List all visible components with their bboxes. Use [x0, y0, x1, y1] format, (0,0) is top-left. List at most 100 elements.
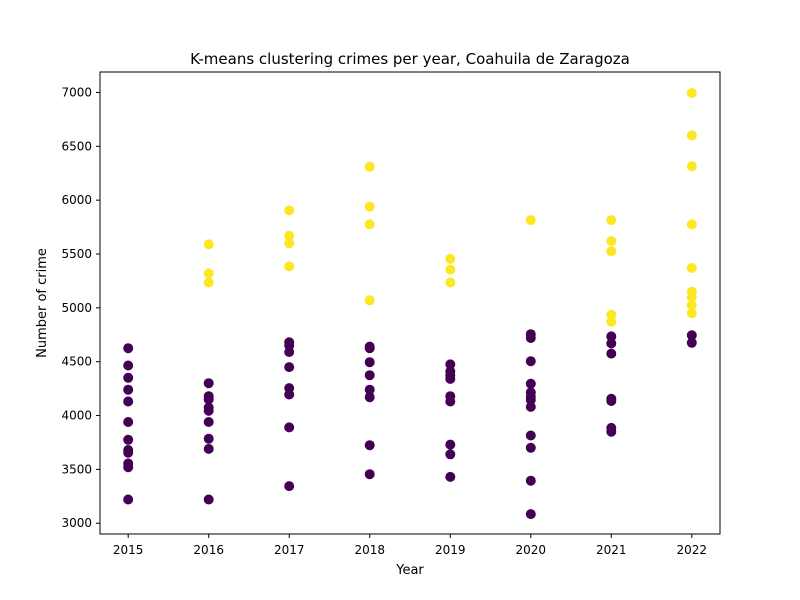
data-point-cluster-low	[525, 509, 536, 520]
data-point-cluster-high	[284, 261, 295, 272]
data-point-cluster-low	[525, 442, 536, 453]
data-point-cluster-low	[525, 430, 536, 441]
data-point-cluster-high	[686, 161, 697, 172]
data-point-cluster-high	[364, 201, 375, 212]
data-point-cluster-low	[203, 494, 214, 505]
data-point-cluster-high	[364, 295, 375, 306]
y-tick-label: 5000	[61, 301, 92, 315]
y-tick-label: 6500	[61, 139, 92, 153]
data-point-cluster-low	[203, 443, 214, 454]
data-point-cluster-low	[525, 394, 536, 405]
data-point-cluster-low	[123, 372, 134, 383]
data-point-cluster-low	[123, 396, 134, 407]
data-point-cluster-high	[686, 130, 697, 141]
data-points	[123, 88, 697, 520]
x-tick-label: 2016	[193, 543, 224, 557]
data-point-cluster-high	[364, 219, 375, 230]
data-point-cluster-high	[364, 161, 375, 172]
x-tick-label: 2019	[435, 543, 466, 557]
x-tick-label: 2021	[596, 543, 627, 557]
data-point-cluster-high	[284, 238, 295, 249]
data-point-cluster-low	[606, 348, 617, 359]
data-point-cluster-low	[364, 392, 375, 403]
data-point-cluster-low	[364, 384, 375, 395]
data-point-cluster-high	[606, 236, 617, 247]
plot-frame	[99, 71, 721, 535]
chart-title: K-means clustering crimes per year, Coah…	[190, 50, 630, 68]
data-point-cluster-low	[445, 359, 456, 370]
data-point-cluster-low	[284, 362, 295, 373]
data-point-cluster-low	[525, 378, 536, 389]
y-tick-label: 4000	[61, 409, 92, 423]
data-point-cluster-high	[686, 292, 697, 303]
data-point-cluster-low	[445, 471, 456, 482]
x-tick-label: 2015	[113, 543, 144, 557]
data-point-cluster-low	[525, 475, 536, 486]
data-point-cluster-low	[445, 396, 456, 407]
data-point-cluster-high	[203, 239, 214, 250]
data-point-cluster-low	[606, 396, 617, 406]
data-point-cluster-low	[445, 449, 456, 460]
data-point-cluster-low	[606, 426, 617, 437]
data-point-cluster-low	[525, 356, 536, 367]
x-axis: 2015 2016 2017 2018 2019 2020 2021 2022	[113, 534, 707, 557]
data-point-cluster-low	[123, 384, 134, 395]
x-tick-label: 2017	[274, 543, 305, 557]
y-tick-label: 5500	[61, 247, 92, 261]
data-point-cluster-high	[686, 308, 697, 319]
data-point-cluster-low	[123, 494, 134, 505]
data-point-cluster-high	[606, 215, 617, 226]
data-point-cluster-low	[364, 370, 375, 381]
data-point-cluster-low	[284, 347, 295, 357]
data-point-cluster-low	[203, 417, 214, 427]
data-point-cluster-high	[686, 219, 697, 230]
data-point-cluster-low	[123, 434, 134, 445]
y-tick-label: 7000	[61, 85, 92, 99]
data-point-cluster-high	[686, 300, 697, 311]
x-tick-label: 2018	[354, 543, 385, 557]
x-axis-label: Year	[395, 563, 424, 578]
data-point-cluster-high	[203, 268, 214, 279]
y-tick-label: 3000	[61, 516, 92, 530]
data-point-cluster-high	[606, 309, 617, 320]
y-tick-label: 6000	[61, 193, 92, 207]
data-point-cluster-low	[364, 343, 375, 354]
x-tick-label: 2020	[516, 543, 547, 557]
data-point-cluster-low	[606, 338, 617, 349]
data-point-cluster-high	[525, 215, 536, 226]
data-point-cluster-low	[525, 401, 536, 412]
data-point-cluster-high	[606, 246, 617, 257]
data-point-cluster-low	[606, 331, 617, 342]
data-point-cluster-low	[203, 378, 214, 389]
data-point-cluster-high	[686, 88, 697, 98]
y-axis-label: Number of crime	[35, 248, 50, 358]
data-point-cluster-low	[364, 469, 375, 480]
data-point-cluster-low	[123, 360, 134, 371]
data-point-cluster-high	[284, 230, 295, 241]
data-point-cluster-low	[123, 343, 134, 354]
y-axis: 3000 3500 4000 4500 5000 5500 6000 6500 7000	[61, 85, 100, 530]
data-point-cluster-high	[445, 277, 456, 288]
data-point-cluster-high	[445, 264, 456, 275]
data-point-cluster-low	[364, 357, 375, 368]
data-point-cluster-low	[525, 333, 536, 343]
data-point-cluster-low	[284, 422, 295, 433]
data-point-cluster-low	[123, 417, 134, 427]
data-point-cluster-low	[686, 337, 697, 348]
y-tick-label: 4500	[61, 355, 92, 369]
data-point-cluster-low	[445, 373, 456, 384]
data-point-cluster-low	[123, 462, 134, 473]
data-point-cluster-high	[445, 253, 456, 264]
data-point-cluster-low	[284, 481, 295, 492]
data-point-cluster-low	[284, 389, 295, 400]
data-point-cluster-high	[203, 277, 214, 288]
data-point-cluster-low	[203, 405, 214, 416]
data-point-cluster-low	[445, 439, 456, 450]
x-tick-label: 2022	[677, 543, 708, 557]
data-point-cluster-low	[364, 440, 375, 451]
data-point-cluster-low	[686, 330, 697, 341]
data-point-cluster-high	[686, 263, 697, 273]
data-point-cluster-low	[203, 394, 214, 405]
data-point-cluster-high	[606, 316, 617, 327]
